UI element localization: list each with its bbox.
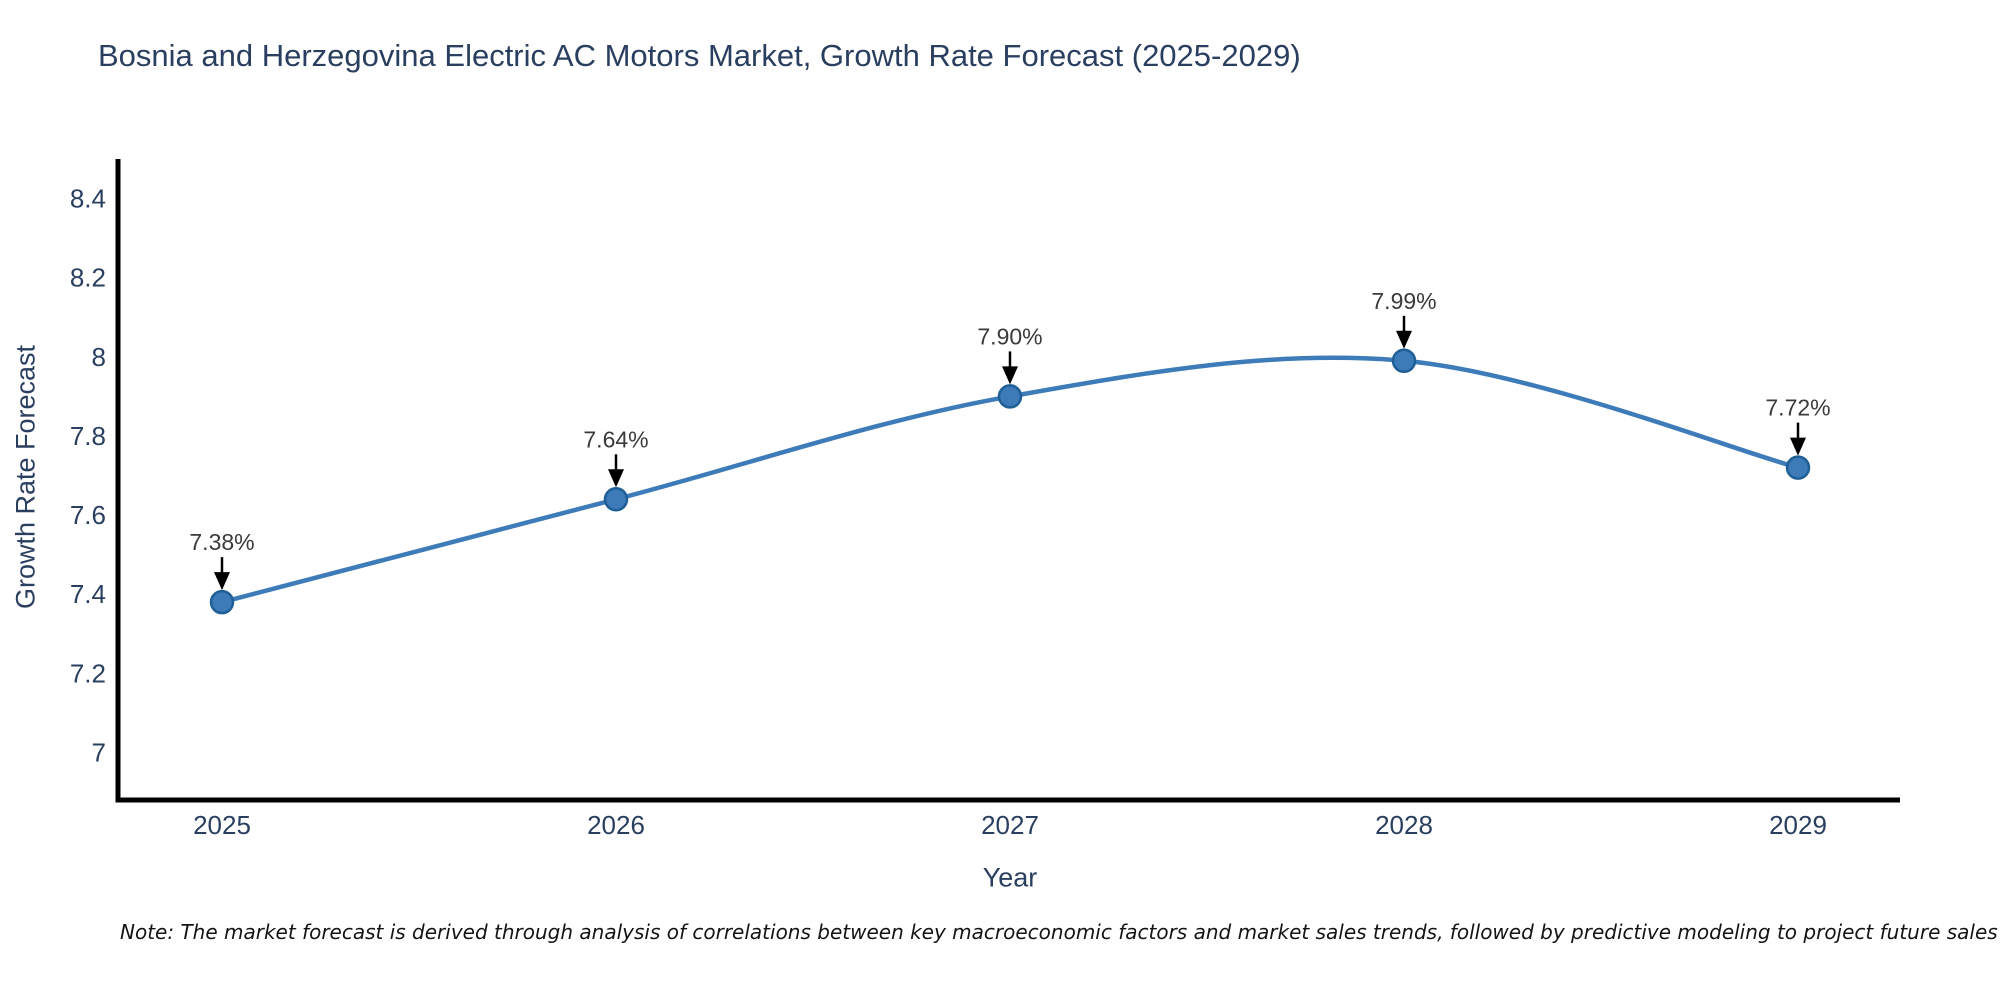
annotation-arrowhead — [1002, 366, 1018, 385]
x-tick-label: 2028 — [1375, 810, 1433, 840]
data-point-marker — [1391, 348, 1417, 374]
data-point-marker — [1785, 455, 1811, 480]
annotation-arrowhead — [1396, 330, 1412, 349]
y-tick-label: 7.6 — [70, 500, 106, 530]
chart-title: Bosnia and Herzegovina Electric AC Motor… — [98, 38, 1301, 73]
x-tick-label: 2027 — [981, 810, 1039, 840]
annotation-arrowhead — [608, 469, 624, 488]
x-axis-label: Year — [982, 862, 1038, 893]
y-tick-label: 8.4 — [70, 184, 106, 214]
y-tick-label: 8.2 — [70, 263, 106, 293]
data-point-label: 7.64% — [583, 426, 648, 452]
annotation-arrowhead — [214, 572, 230, 591]
y-tick-label: 7.8 — [70, 421, 106, 451]
data-point-marker — [997, 384, 1023, 409]
x-tick-label: 2025 — [193, 810, 251, 840]
y-tick-label: 7 — [92, 738, 106, 768]
data-point-label: 7.72% — [1765, 395, 1830, 421]
y-axis-label: Growth Rate Forecast — [10, 344, 41, 610]
y-tick-label: 8 — [92, 342, 106, 372]
x-tick-label: 2029 — [1769, 810, 1827, 840]
annotation-arrowhead — [1790, 437, 1806, 456]
x-tick-label: 2026 — [587, 810, 645, 840]
y-tick-label: 7.2 — [70, 658, 106, 688]
data-point-marker — [603, 487, 629, 512]
footnote: Note: The market forecast is derived thr… — [120, 920, 1998, 944]
y-tick-label: 7.4 — [70, 579, 106, 609]
data-point-label: 7.38% — [189, 529, 254, 555]
data-point-label: 7.90% — [977, 323, 1042, 349]
data-point-label: 7.99% — [1371, 288, 1436, 314]
data-point-marker — [209, 589, 235, 615]
